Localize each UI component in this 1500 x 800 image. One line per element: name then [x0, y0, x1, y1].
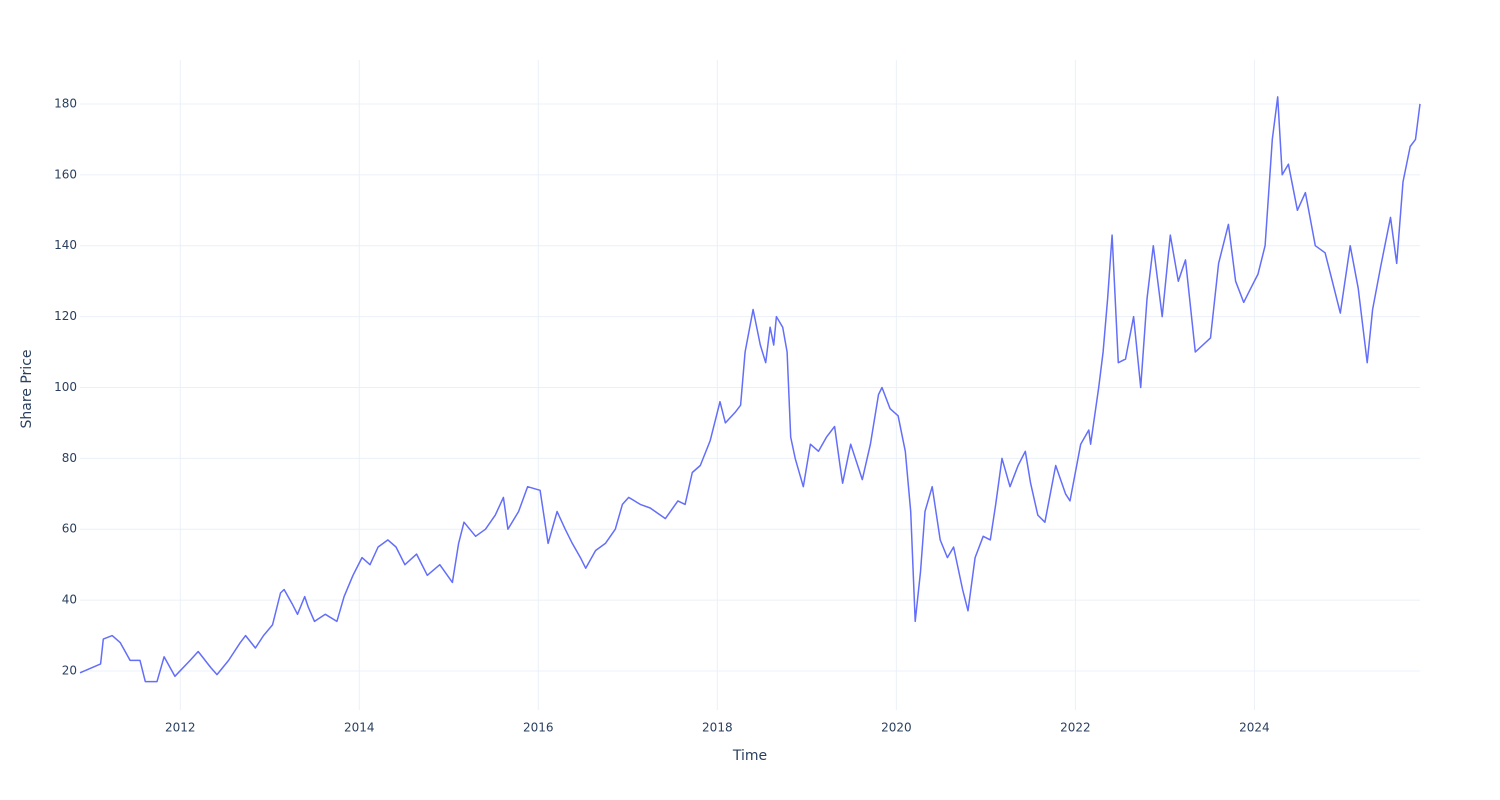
x-axis-title: Time [732, 748, 767, 764]
price-line [79, 96, 1421, 683]
y-tick-label: 20 [62, 664, 77, 678]
y-axis-title: Share Price [19, 349, 35, 428]
y-tick-label: 100 [54, 380, 77, 394]
x-tick-label: 2022 [1060, 721, 1091, 735]
y-tick-label: 180 [54, 96, 77, 110]
x-tick-label: 2018 [702, 721, 733, 735]
y-tick-label: 120 [54, 309, 77, 323]
y-tick-label: 160 [54, 167, 77, 181]
x-tick-label: 2024 [1239, 721, 1270, 735]
x-tick-label: 2014 [344, 721, 375, 735]
y-tick-label: 140 [54, 238, 77, 252]
y-tick-label: 80 [62, 451, 77, 465]
x-tick-label: 2012 [165, 721, 196, 735]
x-tick-label: 2016 [523, 721, 554, 735]
y-tick-label: 40 [62, 593, 77, 607]
y-tick-label: 60 [62, 522, 77, 536]
x-tick-label: 2020 [881, 721, 912, 735]
